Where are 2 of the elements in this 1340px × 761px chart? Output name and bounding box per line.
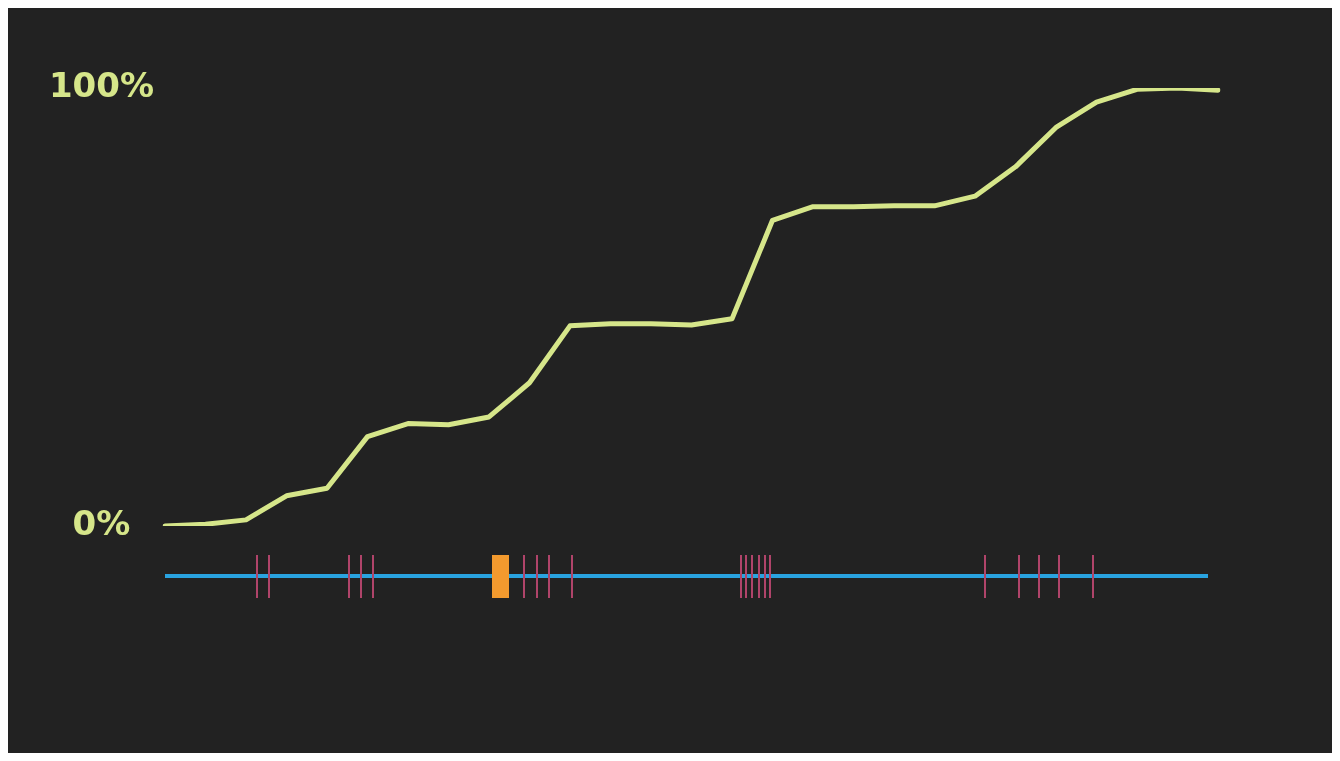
y-tick-label: 100% — [48, 64, 154, 105]
y-tick-label: 0% — [72, 502, 131, 543]
